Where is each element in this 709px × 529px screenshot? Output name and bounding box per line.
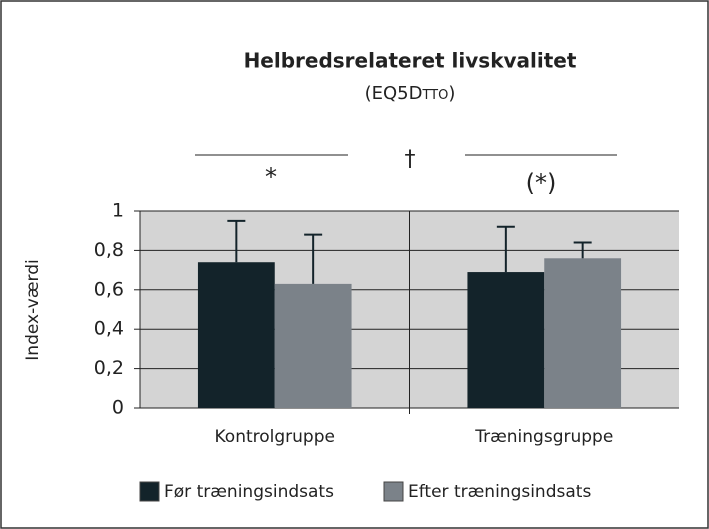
bar — [544, 258, 622, 408]
annotation: * — [265, 163, 277, 191]
y-tick-label: 0,8 — [94, 239, 124, 261]
chart-subtitle: (EQ5Dtto) — [365, 83, 456, 104]
annotation: † — [405, 147, 416, 172]
bar — [467, 272, 545, 408]
x-tick-label: Kontrolgruppe — [215, 427, 335, 447]
y-tick-label: 0,6 — [94, 278, 124, 300]
bar — [197, 262, 275, 408]
y-tick-label: 0,4 — [94, 318, 124, 340]
y-tick-label: 0,2 — [94, 357, 124, 379]
x-tick-label: Træningsgruppe — [474, 427, 613, 447]
annotation: (*) — [526, 169, 557, 197]
y-axis-label: Index-værdi — [23, 259, 43, 360]
legend-label: Før træningsindsats — [164, 482, 334, 502]
chart-title: Helbredsrelateret livskvalitet — [244, 49, 577, 73]
legend-swatch — [139, 481, 160, 502]
legend-swatch — [383, 481, 404, 502]
legend-label: Efter træningsindsats — [408, 482, 591, 502]
y-tick-label: 1 — [112, 200, 124, 222]
bar — [274, 283, 352, 408]
y-tick-label: 0 — [112, 397, 124, 419]
